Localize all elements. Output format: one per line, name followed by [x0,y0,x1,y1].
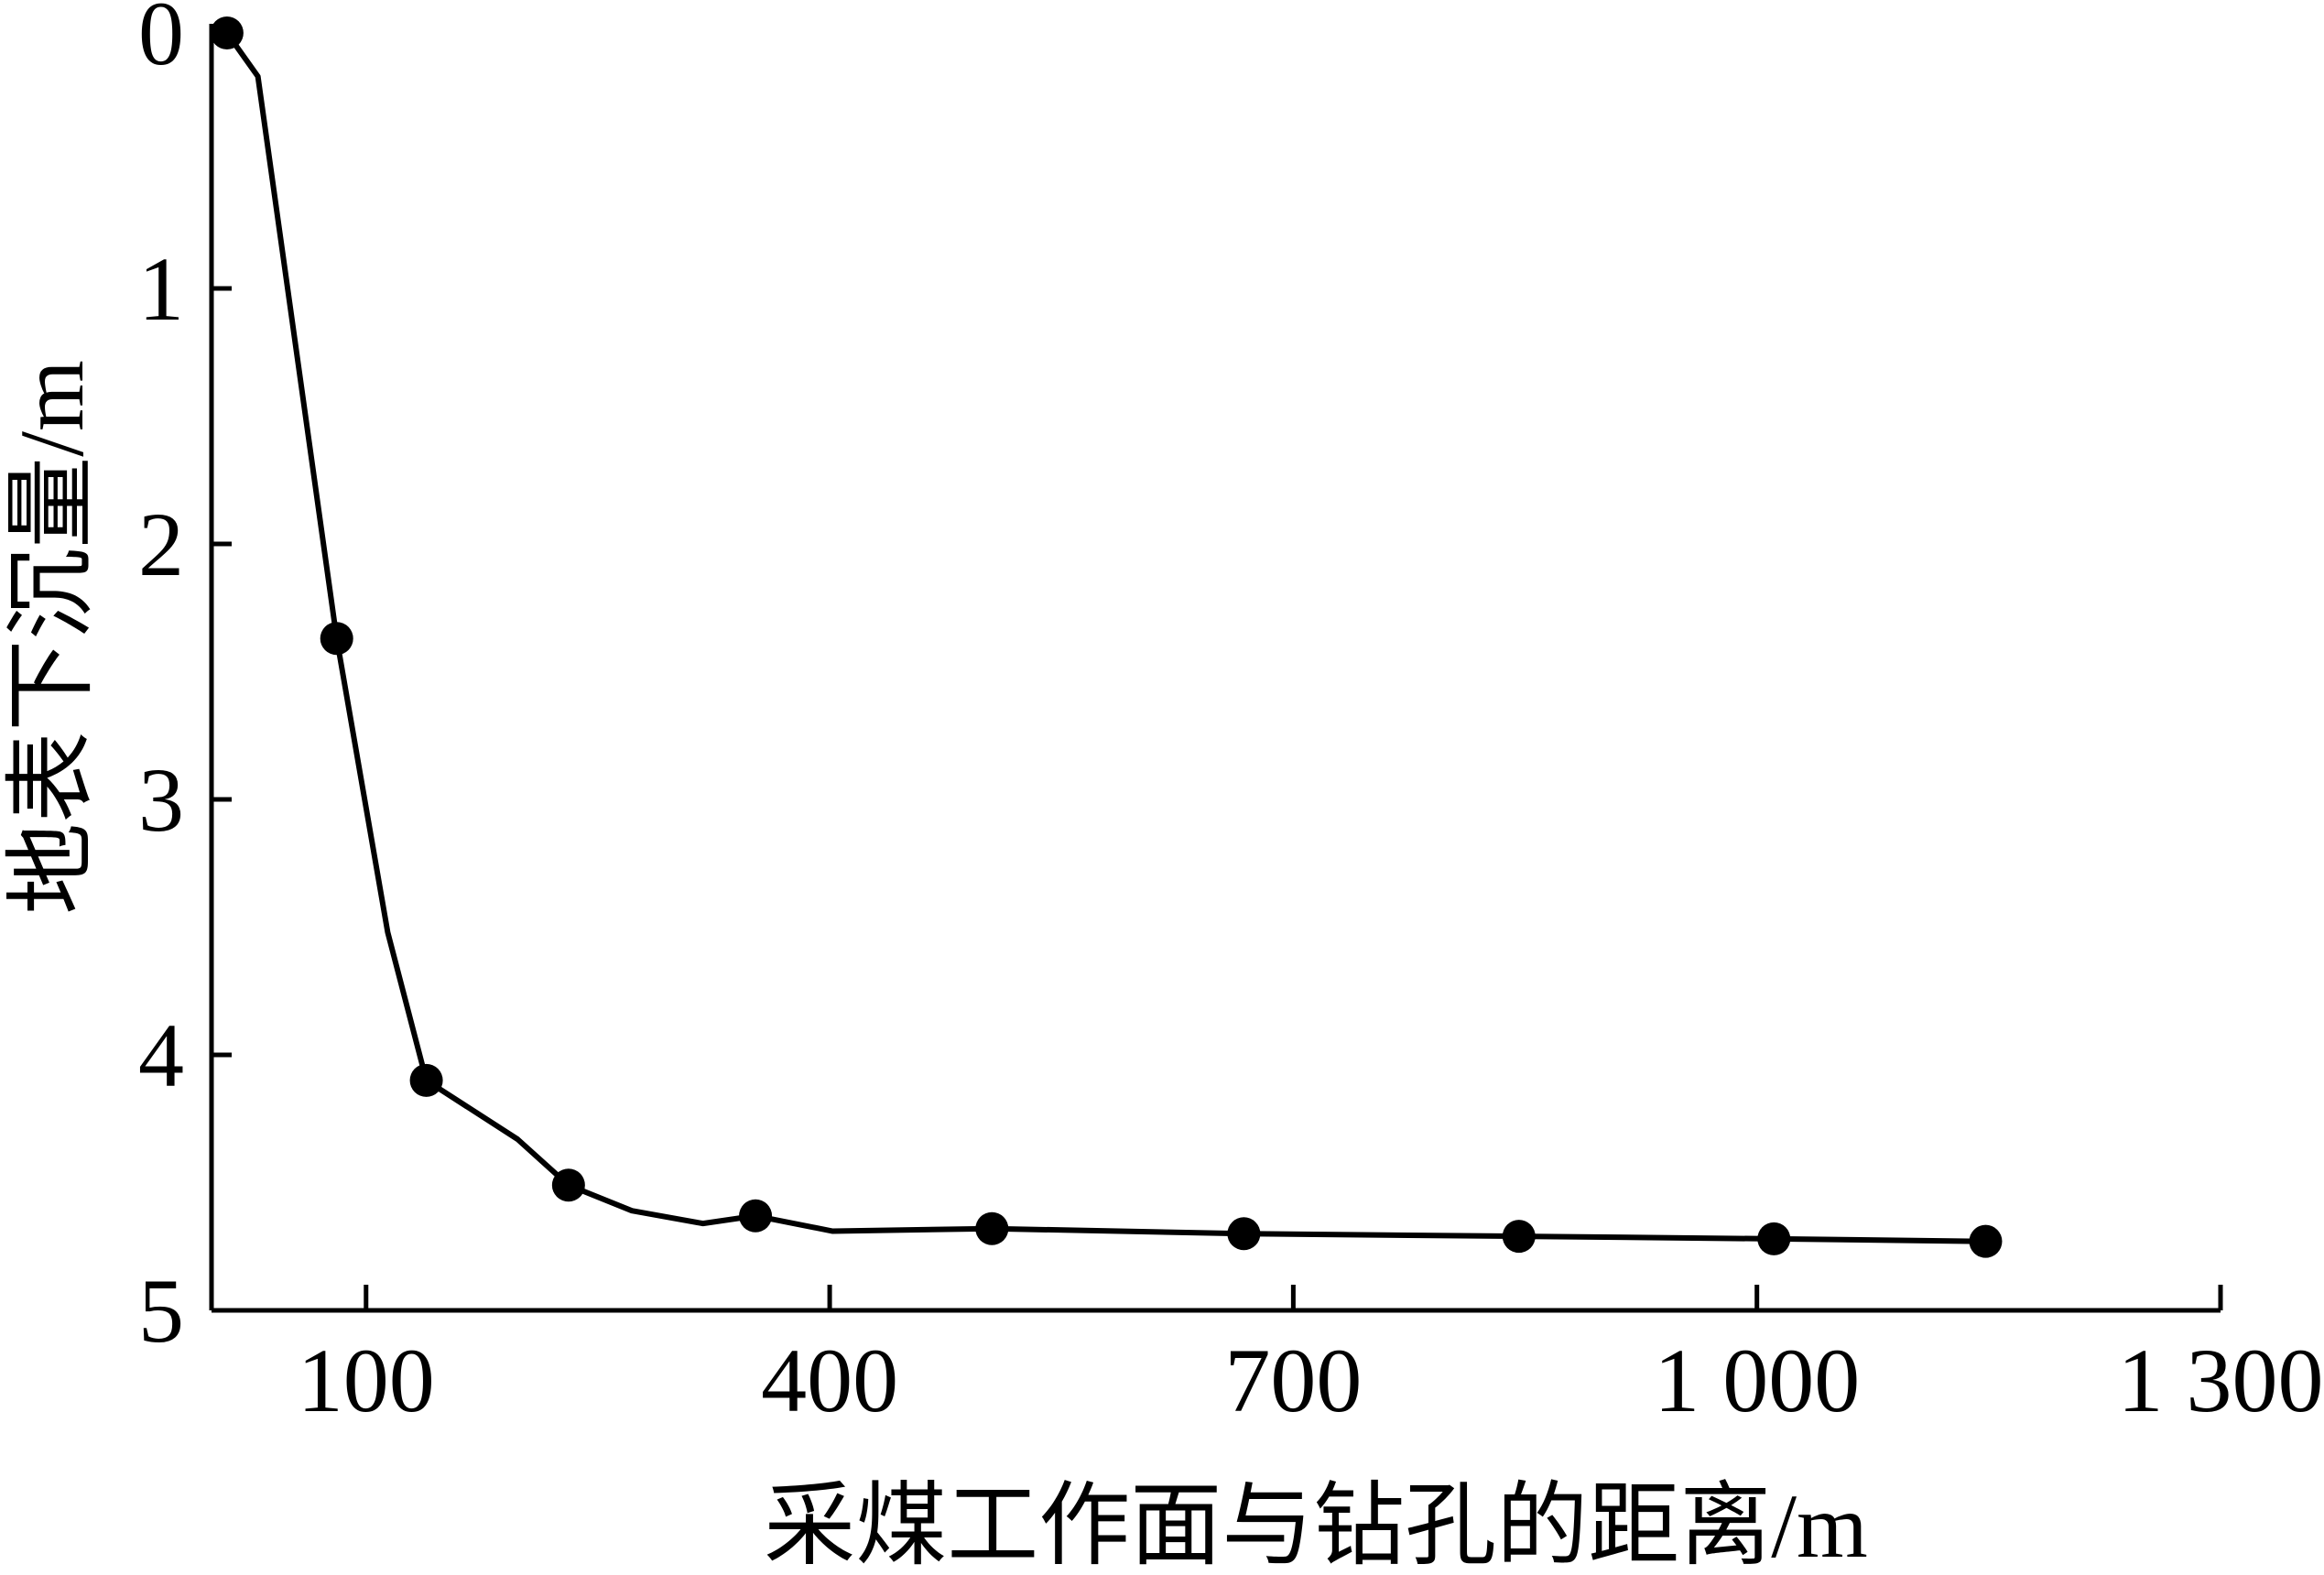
data-point [1757,1222,1791,1255]
series-line [224,31,1986,1244]
data-point [1502,1220,1536,1254]
data-point [1969,1224,2003,1258]
x-tick-label: 400 [761,1330,898,1431]
y-tick-label: 3 [138,749,184,851]
y-tick-label: 5 [138,1260,184,1362]
data-point [739,1199,773,1233]
y-tick-label: 0 [138,0,184,84]
x-tick-label: 1 300 [2118,1330,2324,1431]
x-axis-label: 采煤工作面与钻孔的距离/m [764,1475,1868,1575]
y-axis-label: 地表下沉量/m [1,360,103,915]
y-tick-label: 2 [138,494,184,595]
data-point [320,622,353,656]
x-tick-label: 700 [1224,1330,1362,1431]
data-point [975,1211,1009,1245]
data-point [551,1168,585,1202]
y-tick-label: 4 [138,1005,184,1106]
data-point [1227,1217,1261,1251]
x-tick-label: 100 [298,1330,435,1431]
data-point [210,16,244,49]
data-point [409,1063,443,1097]
x-tick-label: 1 000 [1654,1330,1860,1431]
y-tick-label: 1 [138,238,184,340]
